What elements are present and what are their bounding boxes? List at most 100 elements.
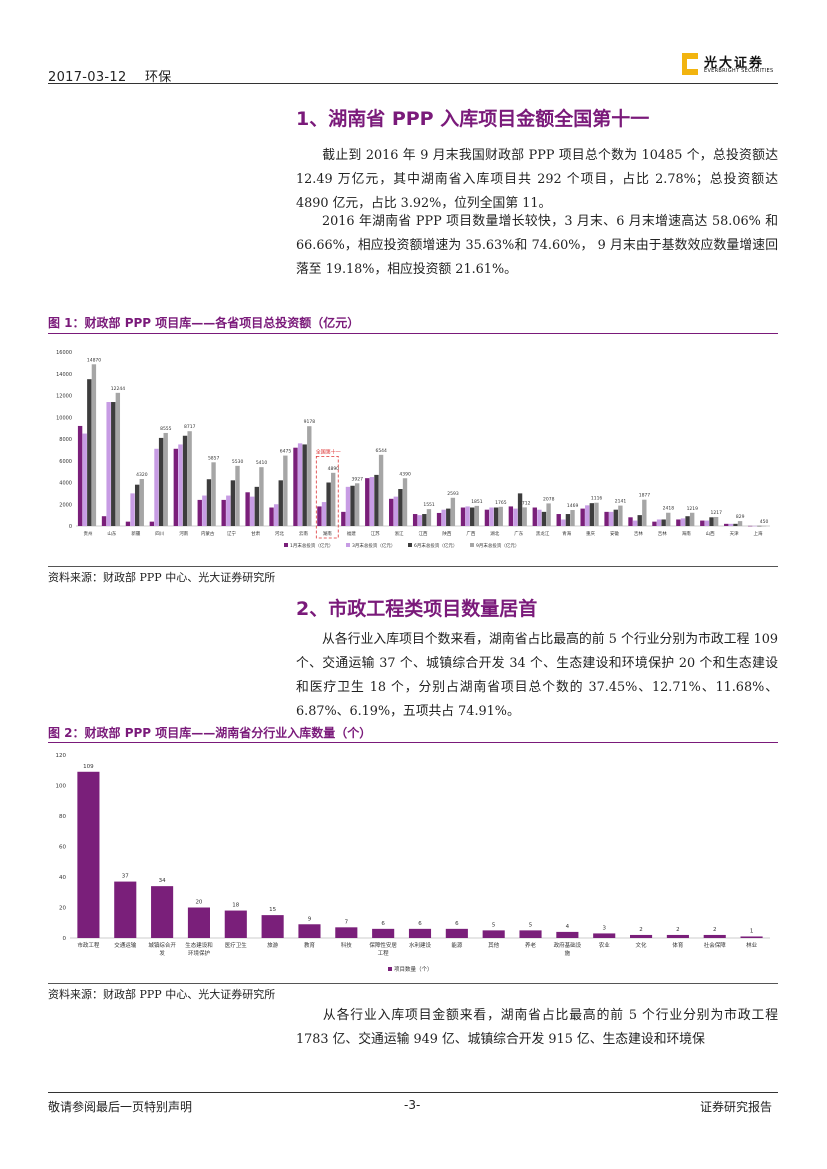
bar-0 [412,514,418,526]
data-label: 37 [122,874,129,880]
bar-1 [369,477,375,526]
bar [372,928,395,938]
data-label: 4 [566,924,570,930]
x-tick-label: 浙江 [395,530,404,537]
x-tick-label: 上海 [754,530,763,537]
bar-2 [565,514,571,526]
legend-swatch [470,543,474,547]
bar-1 [393,496,398,526]
bar-2 [398,489,403,526]
bar-3 [570,510,575,526]
x-tick-label: 辽宁 [227,530,236,537]
data-label: 20 [195,900,202,906]
legend-swatch [346,543,350,547]
bar-3 [450,497,456,526]
bar [114,881,137,938]
bar-0 [197,499,202,526]
annotation-label: 全国第十一 [316,448,341,455]
bar-3 [474,505,479,526]
data-label: 2141 [615,499,627,505]
data-label: 1217 [711,510,723,516]
bar [519,930,542,938]
bar-1 [608,511,614,526]
x-tick-label: 吉林 [634,530,643,537]
figure1-source-rule [48,566,778,567]
bar-0 [221,499,226,526]
footer-divider [48,1092,778,1093]
bar [630,934,653,938]
x-tick-label: 广东 [514,530,523,537]
y-tick-label: 6000 [59,459,72,465]
bar-2 [111,402,116,526]
bar-3 [307,426,312,526]
figure1-source: 资料来源：财政部 PPP 中心、光大证券研究所 [48,571,276,584]
data-label: 1765 [495,500,507,506]
bar-2 [637,515,642,526]
data-label: 4390 [399,471,411,477]
bar-2 [254,486,260,526]
logo-cn: 光大证券 [704,56,765,71]
x-tick-label: 江西 [419,530,428,537]
bar-3 [378,454,384,526]
bar-2 [493,507,499,526]
bar-3 [235,465,240,526]
bar-3 [163,432,168,526]
bar-3 [546,503,551,526]
bar-3 [689,512,695,526]
bar-2 [230,480,236,526]
data-label: 1877 [639,493,651,499]
y-tick-label: 8000 [59,437,72,443]
data-label: 1219 [687,506,699,512]
annotation-box [315,456,339,539]
bar-1 [417,515,422,526]
bar [224,910,247,938]
bar-2 [589,503,595,526]
x-tick-label: 陕西 [442,530,451,537]
bar-2 [206,479,212,526]
bar-1 [441,509,446,526]
bar-0 [341,511,346,526]
x-tick-label: 其他 [488,941,500,949]
section2-title: 2、市政工程类项目数量居首 [296,598,538,620]
bar-2 [661,519,666,526]
bar-1 [82,433,87,526]
data-label: 1551 [423,502,435,508]
footer-disclaimer: 敬请参阅最后一页特别声明 [48,1100,193,1114]
bar-0 [628,517,633,526]
data-label: 3927 [352,476,364,482]
data-label: 5530 [232,459,244,465]
bar-2 [182,435,188,526]
data-label: 2 [713,927,717,933]
bar-0 [269,507,274,526]
bar-1 [273,504,279,526]
bar-0 [532,507,537,526]
bar-1 [321,502,327,526]
y-tick-label: 2000 [59,502,72,508]
bar-3 [522,507,527,526]
bar-1 [680,518,686,526]
bar-1 [489,507,494,526]
data-label: 8717 [184,424,196,430]
logo-en: EVERBRIGHT SECURITIES [704,68,774,74]
figure2-title-rule [48,742,778,743]
bar [703,934,726,938]
bar-1 [202,495,207,526]
bar-2 [134,484,140,526]
data-label: 6 [381,921,385,927]
data-label: 4890 [328,466,340,472]
bar-3 [139,479,144,526]
bar-2 [757,525,762,527]
bar-2 [422,514,427,526]
x-tick-label: 江苏 [371,530,380,537]
y-tick-label: 4000 [59,481,72,487]
bar [593,933,616,938]
x-tick-label: 能源 [451,941,463,949]
section2-paragraph1: 从各行业入库项目个数来看，湖南省占比最高的前 5 个行业分别为市政工程 109 … [296,632,778,719]
page-number: -3- [404,1098,421,1112]
x-tick-label: 内蒙古 [201,530,215,537]
bar-0 [245,492,250,526]
x-tick-label-line1: 保障性安居 [369,941,397,949]
data-label: 1 [750,928,754,934]
bar-1 [752,525,757,527]
bar-3 [402,478,408,526]
